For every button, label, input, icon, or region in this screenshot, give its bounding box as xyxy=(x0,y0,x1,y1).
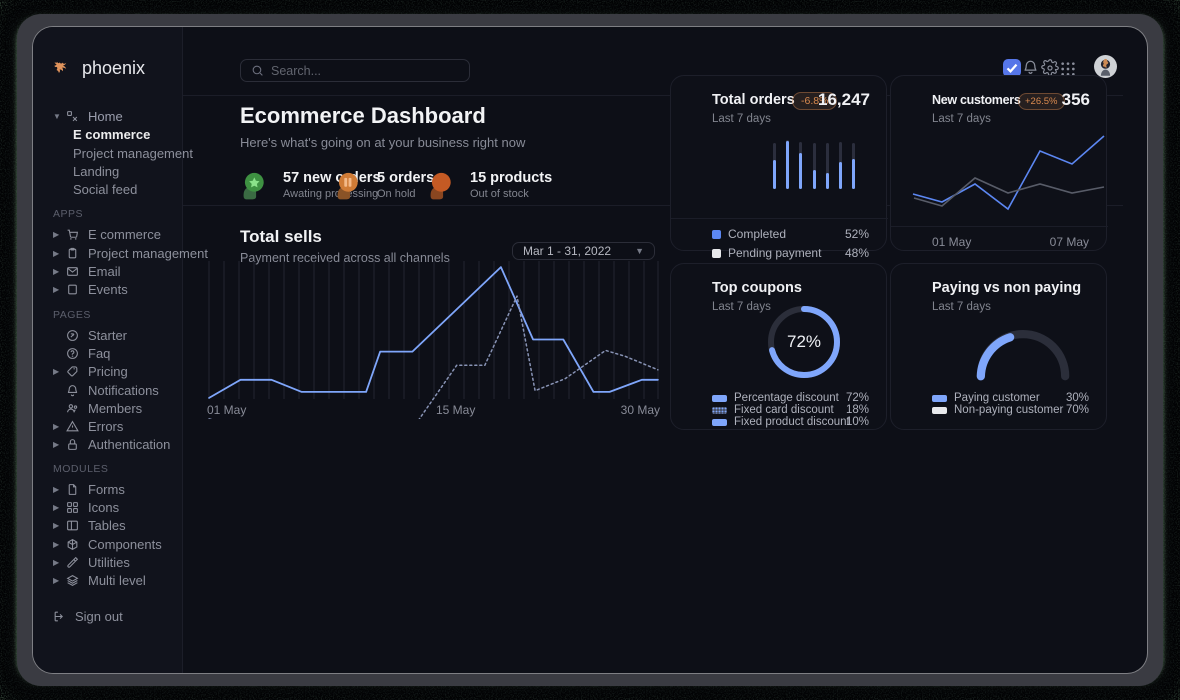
svg-text:72%: 72% xyxy=(787,332,821,351)
